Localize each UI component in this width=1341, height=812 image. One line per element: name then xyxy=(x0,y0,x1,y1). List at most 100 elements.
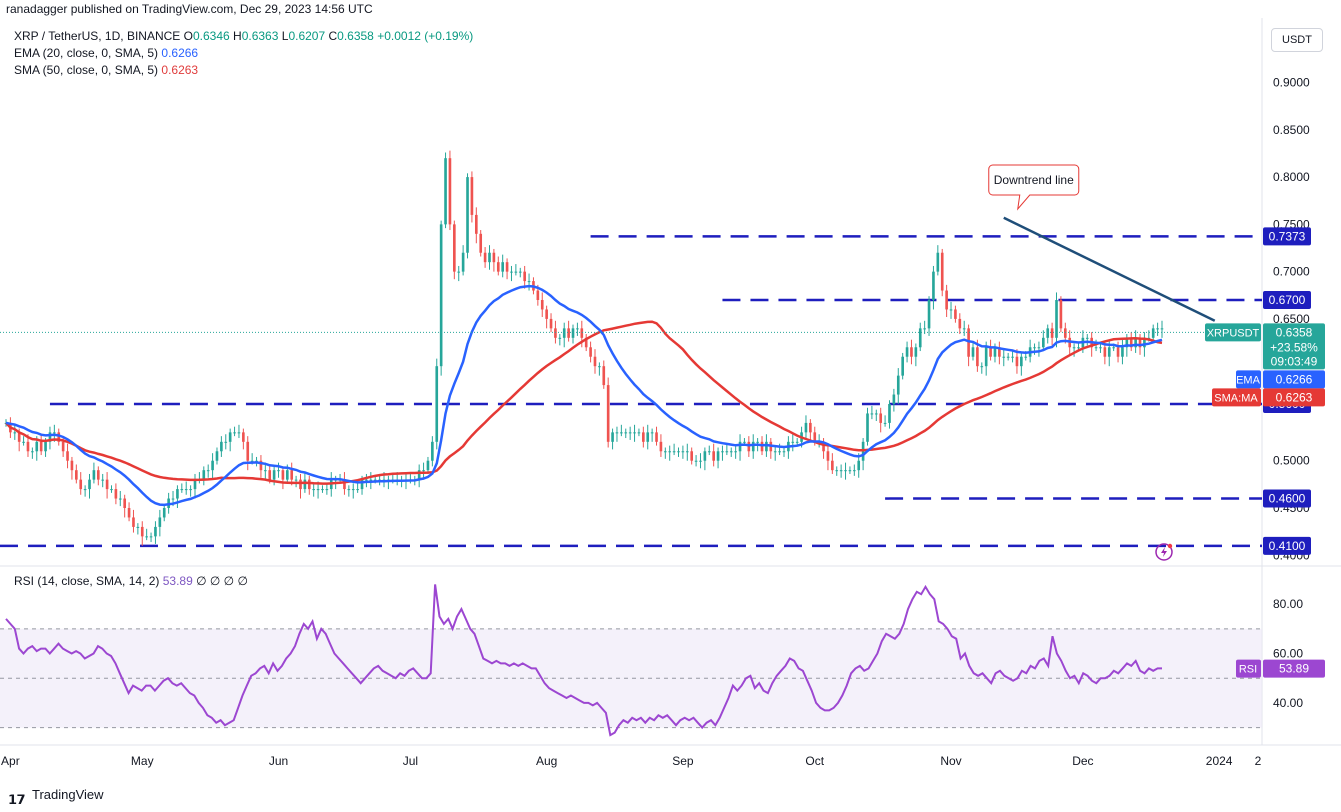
candle-body xyxy=(114,489,118,499)
sma-value-label: 0.6263 xyxy=(1276,390,1313,404)
candle-body xyxy=(822,441,825,452)
candle-body xyxy=(1112,347,1115,349)
ema-legend: EMA (20, close, 0, SMA, 5) 0.6266 xyxy=(14,45,198,61)
rsi-tick-label: 60.00 xyxy=(1273,647,1303,661)
candle-body xyxy=(268,470,272,480)
candle-body xyxy=(892,394,896,404)
candle-body xyxy=(611,432,614,442)
candle-body xyxy=(325,489,329,491)
candle-body xyxy=(61,441,65,452)
rsi-tick-label: 80.00 xyxy=(1273,597,1303,611)
candle-body xyxy=(290,470,294,480)
time-tick-label: 2 xyxy=(1255,754,1262,768)
candle-body xyxy=(606,385,610,442)
candle-body xyxy=(470,177,474,215)
candle-body xyxy=(998,347,1001,357)
candle-body xyxy=(1006,356,1010,358)
candle-body xyxy=(813,432,817,442)
level-tag xyxy=(1263,536,1311,555)
candle-body xyxy=(589,347,592,357)
price-chart[interactable]: 0.90000.85000.80000.75000.70000.65000.50… xyxy=(0,0,1341,782)
candle-body xyxy=(501,262,505,272)
candle-body xyxy=(101,479,105,481)
candle-body xyxy=(918,328,922,348)
candle-body xyxy=(466,177,469,253)
tradingview-logo-icon: 𝟭𝟳 xyxy=(8,792,26,807)
candle-body xyxy=(699,460,702,462)
candle-body xyxy=(518,271,522,273)
candle-body xyxy=(316,489,320,491)
candle-body xyxy=(962,328,966,330)
candle-body xyxy=(804,422,808,433)
candle-body xyxy=(624,432,628,434)
candle-body xyxy=(272,470,276,480)
candle-body xyxy=(145,536,148,538)
level-tag-label: 0.7373 xyxy=(1269,229,1306,243)
candle-body xyxy=(751,441,755,452)
candle-body xyxy=(725,451,729,453)
last-price-tag xyxy=(1263,323,1325,370)
candle-body xyxy=(685,451,689,453)
candle-body xyxy=(1011,356,1014,358)
level-layer xyxy=(0,216,1262,548)
time-tick-label: Sep xyxy=(672,754,694,768)
rsi-legend-extra: ∅ ∅ ∅ ∅ xyxy=(196,574,248,588)
time-tick-label: Aug xyxy=(536,754,557,768)
candle-body xyxy=(439,224,443,367)
candle-body xyxy=(866,413,869,442)
price-tick-label: 0.8000 xyxy=(1273,170,1310,184)
candle-body xyxy=(1138,337,1142,348)
candle-body xyxy=(567,328,570,338)
candle-body xyxy=(140,526,144,537)
candle-body xyxy=(189,489,192,491)
candle-body xyxy=(211,460,214,471)
candle-body xyxy=(879,413,883,423)
candle-body xyxy=(422,470,425,472)
candle-body xyxy=(901,356,904,376)
candle-body xyxy=(105,479,109,490)
candle-body xyxy=(580,328,584,338)
candle-body xyxy=(184,489,188,491)
candle-body xyxy=(426,460,430,471)
candle-body xyxy=(435,366,439,442)
candle-body xyxy=(1151,328,1155,338)
candle-body xyxy=(488,252,491,263)
candle-body xyxy=(154,526,157,537)
candle-body xyxy=(523,271,526,282)
candle-body xyxy=(778,451,781,453)
currency-button[interactable]: USDT xyxy=(1271,28,1323,52)
candle-body xyxy=(479,233,483,253)
candle-body xyxy=(1160,328,1164,330)
candle-body xyxy=(980,366,984,368)
time-tick-label: Dec xyxy=(1072,754,1093,768)
candle-body xyxy=(431,441,434,461)
candle-body xyxy=(453,224,456,272)
candle-body xyxy=(870,413,874,415)
ema-value-tag xyxy=(1263,370,1325,389)
candle-body xyxy=(853,470,856,472)
candle-body xyxy=(1072,347,1076,349)
candle-body xyxy=(417,470,421,480)
candle-body xyxy=(224,441,228,443)
publisher-line: ranadagger published on TradingView.com,… xyxy=(6,2,373,16)
candle-body xyxy=(474,214,478,234)
candle-body xyxy=(958,318,962,329)
candle-layer xyxy=(4,150,1164,546)
candle-body xyxy=(940,252,944,291)
candle-body xyxy=(844,470,847,472)
candle-body xyxy=(202,470,206,480)
candle-body xyxy=(668,451,672,453)
candle-body xyxy=(1077,347,1080,349)
candle-body xyxy=(571,328,575,338)
rsi-tag xyxy=(1236,659,1261,678)
candle-body xyxy=(250,460,254,462)
candle-body xyxy=(659,441,663,452)
candle-body xyxy=(712,451,715,461)
candle-body xyxy=(971,347,975,357)
level-tag-label: 0.4600 xyxy=(1269,492,1306,506)
symbol-legend: XRP / TetherUS, 1D, BINANCE O0.6346 H0.6… xyxy=(14,29,474,43)
candle-body xyxy=(527,281,531,283)
candle-body xyxy=(593,356,597,367)
candle-body xyxy=(180,489,184,491)
time-tick-label: Jul xyxy=(403,754,418,768)
